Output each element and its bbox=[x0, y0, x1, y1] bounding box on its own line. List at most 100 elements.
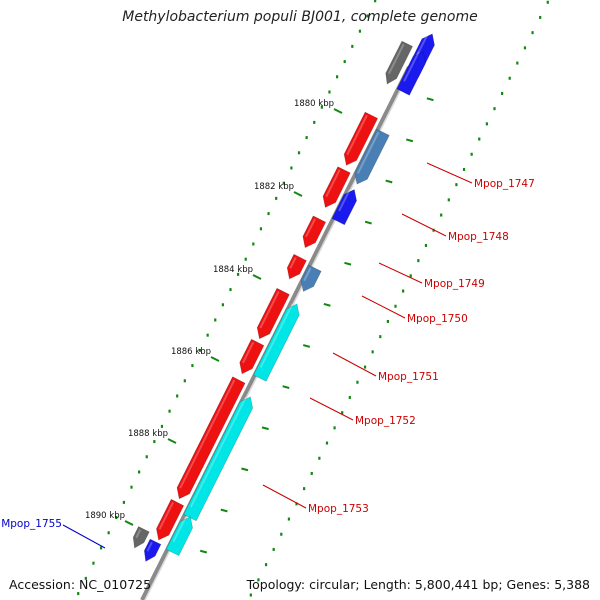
outer-dot bbox=[272, 547, 275, 551]
minor-tick-mark bbox=[302, 344, 311, 348]
gene-highlight bbox=[346, 114, 368, 156]
gene-highlight bbox=[146, 541, 153, 552]
outer-dot bbox=[310, 471, 313, 475]
gene-arrow[interactable] bbox=[176, 376, 246, 500]
gene-arrow[interactable] bbox=[165, 516, 193, 557]
gene-highlight bbox=[338, 189, 351, 212]
kbp-tick-mark bbox=[210, 356, 220, 362]
gene-arrow[interactable] bbox=[132, 526, 150, 549]
gene-arrow[interactable] bbox=[156, 498, 185, 541]
gene-arrow[interactable] bbox=[322, 166, 351, 208]
inner-dot bbox=[290, 166, 293, 170]
outer-dot bbox=[462, 167, 466, 171]
gene-arrow[interactable] bbox=[302, 215, 327, 249]
inner-dot bbox=[374, 0, 377, 3]
gene-label[interactable]: Mpop_1753 bbox=[308, 503, 369, 515]
outer-dot bbox=[485, 122, 488, 126]
gene-arrow[interactable] bbox=[300, 264, 322, 292]
gene-arrow[interactable] bbox=[331, 189, 357, 226]
gene-highlight bbox=[289, 257, 297, 269]
inner-dot-track bbox=[77, 0, 377, 596]
inner-dot bbox=[343, 60, 346, 64]
inner-dot bbox=[183, 379, 186, 383]
gene-arrow[interactable] bbox=[256, 287, 290, 340]
inner-dot bbox=[305, 136, 308, 140]
gene-label[interactable]: Mpop_1755 bbox=[1, 518, 62, 530]
gene-highlight bbox=[242, 341, 255, 364]
inner-dot bbox=[313, 120, 316, 124]
inner-dot bbox=[244, 257, 247, 261]
gene-arrow[interactable] bbox=[286, 253, 307, 280]
gene-highlight bbox=[403, 51, 420, 82]
kbp-tick-label: 1884 kbp bbox=[213, 265, 253, 275]
gene-label-leader bbox=[361, 295, 406, 319]
outer-dot bbox=[356, 380, 359, 384]
kbp-tick-label: 1880 kbp bbox=[294, 99, 334, 109]
kbp-tick-label: 1888 kbp bbox=[128, 429, 168, 439]
outer-dot bbox=[501, 91, 504, 95]
accession-text: Accession: NC_010725 bbox=[9, 577, 152, 592]
inner-dot bbox=[107, 531, 110, 535]
inner-dot bbox=[221, 303, 224, 307]
gene-label[interactable]: Mpop_1748 bbox=[448, 231, 509, 243]
kbp-tick-mark bbox=[252, 274, 262, 280]
kbp-tick-track: 1880 kbp 1882 kbp 1884 kbp 1886 kbp 1888 kbp… bbox=[85, 97, 434, 554]
outer-dot bbox=[539, 15, 542, 19]
minor-tick-mark bbox=[261, 426, 269, 431]
outer-dot bbox=[531, 31, 534, 35]
kbp-tick-mark bbox=[167, 438, 177, 444]
inner-dot bbox=[328, 90, 331, 94]
gene-arrow[interactable] bbox=[396, 51, 426, 96]
gene-arrow[interactable] bbox=[143, 538, 162, 562]
inner-dot bbox=[320, 105, 323, 109]
inner-dot bbox=[130, 485, 133, 489]
gene-highlight bbox=[190, 396, 247, 508]
outer-dot bbox=[348, 395, 351, 399]
topology-text: Topology: circular; Length: 5,800,441 bp… bbox=[246, 577, 590, 592]
inner-dot bbox=[297, 151, 301, 155]
gene-label-leader bbox=[401, 213, 447, 237]
gene-label-leader bbox=[262, 484, 307, 509]
inner-dot bbox=[99, 546, 103, 550]
gene-highlight bbox=[325, 169, 341, 198]
gene-label[interactable]: Mpop_1747 bbox=[474, 178, 535, 190]
outer-dot bbox=[333, 426, 336, 430]
gene-arrow[interactable] bbox=[183, 396, 254, 522]
inner-dot bbox=[84, 576, 87, 580]
gene-label-leader bbox=[426, 162, 473, 184]
outer-dot bbox=[341, 411, 344, 415]
outer-dot bbox=[516, 61, 519, 65]
gene-highlight bbox=[158, 502, 174, 530]
gene-arrow[interactable] bbox=[253, 303, 300, 382]
inner-dot bbox=[168, 409, 171, 413]
inner-dot bbox=[358, 29, 362, 33]
gene-arrow[interactable] bbox=[385, 40, 414, 85]
gene-label[interactable]: Mpop_1749 bbox=[424, 278, 485, 290]
outer-dot bbox=[523, 46, 527, 50]
outer-dot bbox=[508, 76, 511, 80]
map-title: Methylobacterium populi BJ001, complete … bbox=[122, 9, 478, 25]
outer-dot bbox=[478, 137, 481, 141]
gene-arrow[interactable] bbox=[239, 338, 265, 375]
outer-dot bbox=[264, 563, 268, 567]
gene-label-leader bbox=[62, 524, 106, 549]
outer-dot bbox=[303, 487, 306, 491]
outer-dot bbox=[249, 593, 252, 597]
gene-track bbox=[132, 33, 435, 562]
inner-dot bbox=[282, 181, 285, 185]
inner-dot bbox=[237, 272, 240, 276]
gene-label[interactable]: Mpop_1750 bbox=[407, 313, 468, 325]
gene-label[interactable]: Mpop_1751 bbox=[378, 371, 439, 383]
inner-dot bbox=[92, 561, 95, 565]
outer-dot bbox=[287, 517, 291, 521]
minor-tick-mark bbox=[199, 549, 208, 554]
gene-label[interactable]: Mpop_1752 bbox=[355, 415, 416, 427]
inner-dot bbox=[138, 470, 141, 474]
minor-tick-mark bbox=[220, 508, 228, 513]
gene-label-leader bbox=[378, 262, 423, 284]
gene-arrow[interactable] bbox=[343, 111, 379, 166]
kbp-tick-mark bbox=[124, 520, 134, 526]
outer-dot bbox=[447, 198, 450, 202]
gene-highlight bbox=[357, 131, 380, 174]
gene-arrow[interactable] bbox=[354, 128, 390, 185]
